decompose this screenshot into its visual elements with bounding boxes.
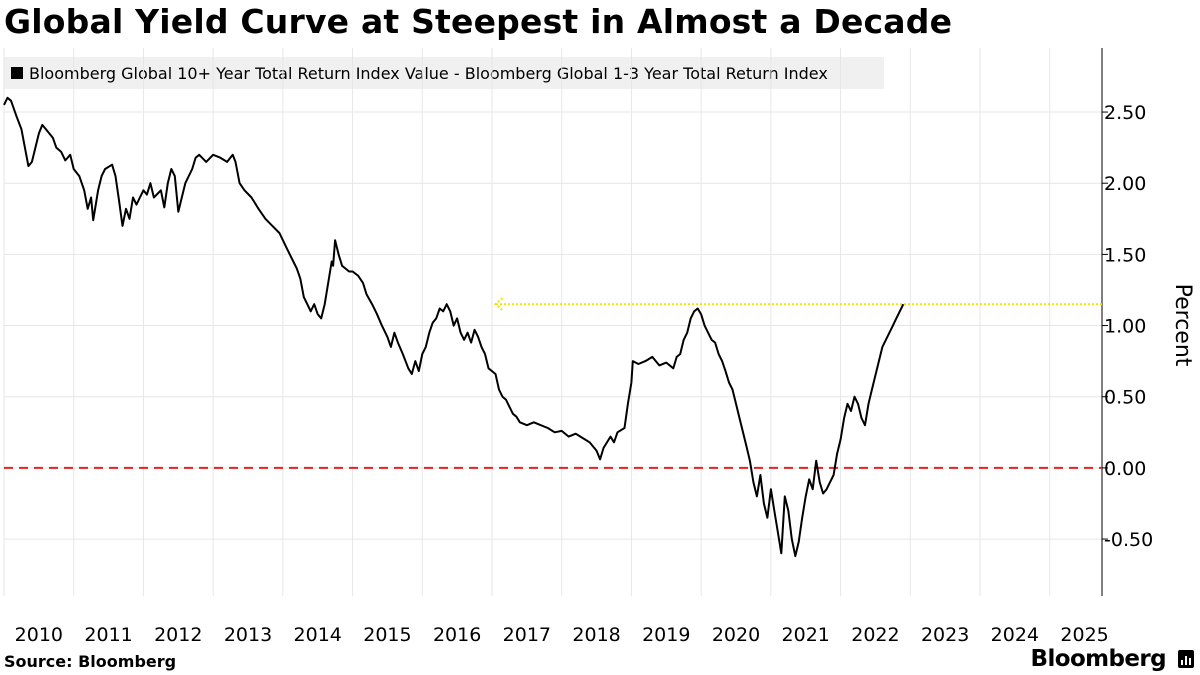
y-axis-label: Percent <box>1170 284 1195 367</box>
x-tick-label: 2023 <box>921 624 969 646</box>
legend-label: Bloomberg Global 10+ Year Total Return I… <box>29 63 828 83</box>
x-tick-label: 2017 <box>503 624 551 646</box>
x-tick-label: 2016 <box>433 624 481 646</box>
y-tick-label: 0.50 <box>1104 387 1146 409</box>
legend-swatch <box>11 67 23 79</box>
x-tick-label: 2021 <box>782 624 830 646</box>
y-tick-label: 2.00 <box>1104 173 1146 195</box>
y-tick-label: 1.00 <box>1104 316 1146 338</box>
chart-title: Global Yield Curve at Steepest in Almost… <box>4 2 953 41</box>
bloomberg-terminal-icon <box>1178 650 1194 668</box>
x-tick-label: 2022 <box>851 624 899 646</box>
chart-legend: Bloomberg Global 10+ Year Total Return I… <box>4 57 884 89</box>
y-tick-label: -0.50 <box>1104 529 1153 551</box>
x-tick-label: 2020 <box>712 624 760 646</box>
x-tick-label: 2025 <box>1060 624 1108 646</box>
source-note: Source: Bloomberg <box>4 652 177 671</box>
x-tick-label: 2024 <box>991 624 1039 646</box>
y-tick-label: 1.50 <box>1104 244 1146 266</box>
x-tick-label: 2013 <box>224 624 272 646</box>
y-tick-label: 0.00 <box>1104 458 1146 480</box>
x-tick-label: 2010 <box>15 624 63 646</box>
x-tick-label: 2011 <box>84 624 132 646</box>
x-tick-label: 2018 <box>572 624 620 646</box>
bloomberg-logo: Bloomberg <box>1030 646 1167 672</box>
x-tick-label: 2014 <box>294 624 342 646</box>
x-tick-label: 2019 <box>642 624 690 646</box>
series-line <box>3 96 905 558</box>
x-tick-label: 2015 <box>363 624 411 646</box>
x-tick-label: 2012 <box>154 624 202 646</box>
highlight-arrow-head <box>493 297 504 311</box>
y-tick-label: 2.50 <box>1104 102 1146 124</box>
